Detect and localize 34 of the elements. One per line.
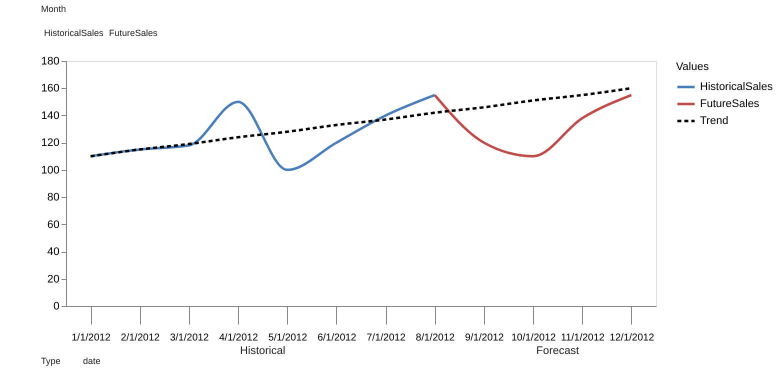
x-tick-label: 8/1/2012 bbox=[416, 332, 456, 344]
y-tick-label: 20 bbox=[47, 273, 60, 286]
legend-title: Values bbox=[676, 61, 710, 73]
y-tick-label: 80 bbox=[47, 192, 60, 204]
y-tick-label: 100 bbox=[41, 164, 60, 176]
y-tick-label: 180 bbox=[41, 56, 60, 68]
x-tick-label: 11/1/2012 bbox=[560, 332, 606, 344]
legend-label: HistoricalSales bbox=[700, 81, 774, 93]
x-tick-label: 6/1/2012 bbox=[317, 332, 357, 344]
text: Forecast bbox=[536, 345, 580, 357]
y-tick-label: 160 bbox=[41, 82, 60, 95]
text: Historical bbox=[240, 345, 286, 357]
text: HistoricalSales bbox=[44, 28, 104, 38]
text: Month bbox=[41, 4, 66, 14]
x-tick-label: 4/1/2012 bbox=[219, 332, 258, 344]
text: Type bbox=[41, 356, 61, 366]
x-tick-label: 12/1/2012 bbox=[610, 332, 655, 344]
y-tick-label: 60 bbox=[47, 218, 60, 231]
line-series bbox=[434, 94, 633, 158]
text: date bbox=[83, 356, 101, 366]
x-tick-label: 7/1/2012 bbox=[366, 332, 406, 344]
y-tick-label: 120 bbox=[41, 137, 60, 150]
x-tick-label: 10/1/2012 bbox=[511, 332, 556, 344]
text: FutureSales bbox=[109, 28, 158, 38]
x-tick-label: 1/1/2012 bbox=[72, 332, 111, 344]
y-tick-label: 140 bbox=[41, 110, 60, 122]
x-tick-label: 3/1/2012 bbox=[170, 332, 210, 344]
legend-label: Trend bbox=[700, 115, 728, 127]
x-tick-label: 2/1/2012 bbox=[120, 332, 160, 344]
legend-label: FutureSales bbox=[700, 98, 760, 110]
x-tick-label: 5/1/2012 bbox=[268, 332, 308, 344]
y-tick-label: 0 bbox=[53, 300, 60, 312]
y-tick-label: 40 bbox=[47, 246, 60, 258]
x-tick-label: 9/1/2012 bbox=[464, 332, 504, 344]
